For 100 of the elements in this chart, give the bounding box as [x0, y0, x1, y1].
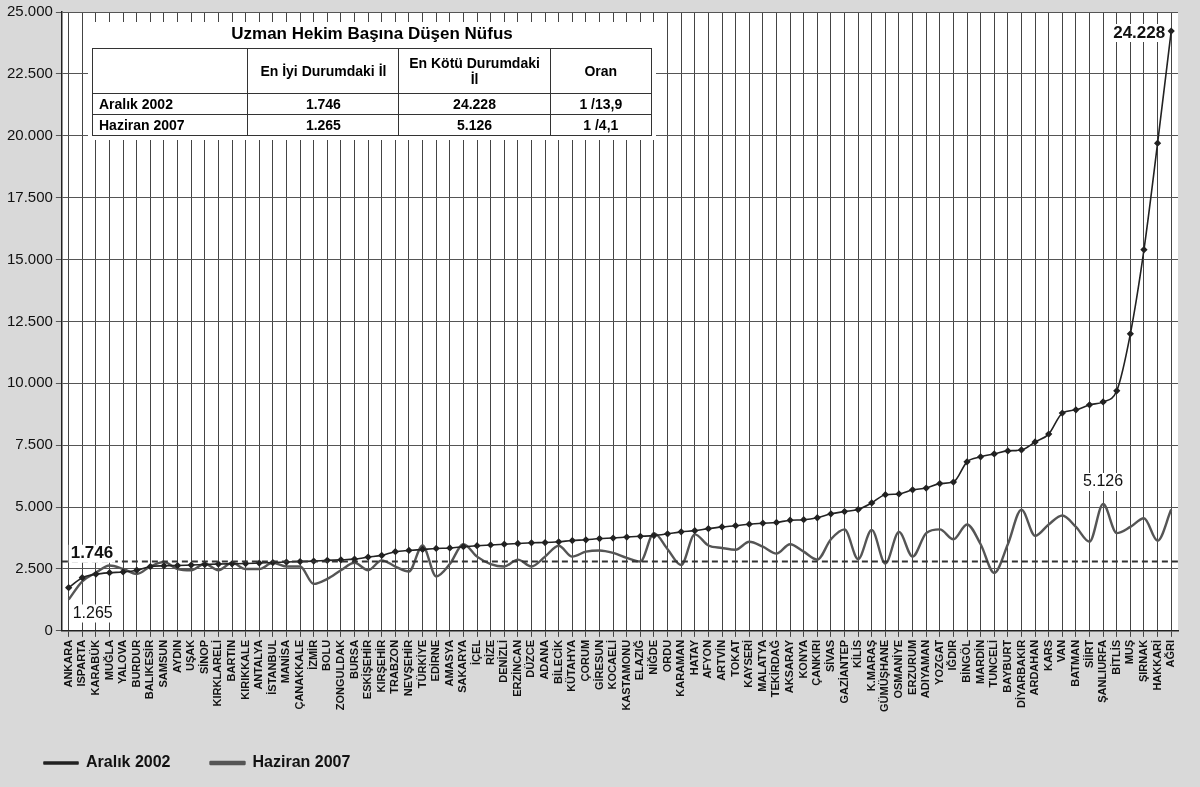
x-tick-label: YOZGAT: [932, 639, 945, 685]
annotation: Haziran 2007: [92, 114, 248, 136]
x-tick-label: MALATYA: [755, 639, 768, 692]
data-label: 1.265: [72, 603, 113, 621]
x-tick-label: ADANA: [538, 639, 551, 680]
annotation: 5.126: [398, 114, 551, 136]
y-tick-label: 12.500: [6, 311, 53, 329]
x-tick-label: NEVŞEHİR: [402, 639, 414, 697]
x-tick-label: BİNGÖL: [960, 639, 973, 683]
x-tick-label: GAZİANTEP: [837, 639, 850, 704]
x-tick-label: KIRKLARELİ: [211, 639, 224, 707]
x-tick-label: ISPARTA: [75, 639, 88, 687]
x-tick-label: GİRESUN: [592, 639, 605, 691]
x-tick-label: GÜMÜŞHANE: [878, 639, 891, 713]
x-tick-label: BATMAN: [1068, 639, 1081, 687]
x-tick-label: ORDU: [660, 639, 673, 673]
data-label: 5.126: [1083, 472, 1124, 490]
x-tick-label: BARTIN: [225, 639, 238, 682]
x-tick-label: DÜZCE: [524, 639, 537, 678]
x-tick-label: SİVAS: [823, 639, 836, 673]
x-tick-label: AMASYA: [442, 639, 455, 687]
y-tick-label: 20.000: [6, 125, 53, 143]
x-tick-label: DİYARBAKIR: [1014, 639, 1027, 708]
x-tick-label: AĞRI: [1164, 639, 1177, 668]
x-tick-label: VAN: [1055, 639, 1068, 663]
y-tick-label: 15.000: [6, 249, 53, 267]
x-tick-label: SİNOP: [197, 639, 210, 675]
x-tick-label: NİĞDE: [647, 639, 659, 675]
x-tick-label: ANTALYA: [252, 639, 265, 690]
x-tick-label: RİZE: [483, 639, 496, 665]
annotation: 24.228: [398, 93, 551, 115]
x-tick-label: ERZURUM: [905, 639, 918, 695]
x-tick-label: BALIKESİR: [143, 639, 156, 700]
x-tick-label: ADIYAMAN: [919, 639, 932, 699]
x-tick-label: KAYSERİ: [742, 639, 755, 688]
x-tick-label: KARAMAN: [674, 639, 687, 697]
x-tick-label: MARDİN: [973, 639, 986, 684]
x-tick-label: TRABZON: [388, 639, 401, 694]
x-tick-label: İSTANBUL: [265, 639, 278, 695]
x-tick-label: ESKİŞEHİR: [361, 639, 374, 700]
y-tick-label: 17.500: [6, 187, 53, 205]
data-label: 1.746: [70, 543, 114, 563]
x-tick-label: ERZİNCAN: [510, 639, 523, 697]
y-tick-label: 0: [44, 621, 53, 639]
x-tick-label: KONYA: [796, 639, 809, 679]
x-tick-label: HATAY: [687, 639, 700, 676]
x-tick-label: MUĞLA: [102, 639, 115, 681]
x-tick-label: KASTAMONU: [619, 639, 632, 711]
x-tick-label: KIRŞEHİR: [374, 639, 387, 693]
x-tick-label: SİİRT: [1082, 639, 1095, 669]
annotation: En Kötü Durumdaki İl: [398, 48, 551, 94]
x-tick-label: DENİZLİ: [497, 639, 510, 683]
x-tick-label: KIRIKKALE: [238, 639, 251, 700]
annotation: Aralık 2002: [92, 93, 248, 115]
x-tick-label: K.MARAŞ: [864, 639, 877, 692]
annotation: 1 /4,1: [550, 114, 652, 136]
x-tick-label: MUŞ: [1123, 639, 1136, 665]
y-tick-label: 2.500: [15, 559, 53, 577]
x-tick-label: ŞIRNAK: [1137, 639, 1149, 683]
x-tick-label: AFYON: [701, 639, 714, 679]
x-tick-label: HAKKARİ: [1150, 639, 1163, 691]
x-tick-label: İÇEL: [470, 639, 483, 665]
x-tick-label: ZONGULDAK: [333, 639, 346, 711]
x-tick-label: IĞDIR: [946, 639, 959, 671]
x-tick-label: KARS: [1041, 639, 1054, 672]
x-tick-label: BOLU: [320, 639, 333, 672]
x-tick-label: KÜTAHYA: [565, 639, 578, 692]
x-tick-label: OSMANİYE: [892, 639, 904, 699]
x-tick-label: ÇORUM: [578, 639, 591, 682]
annotation: 1 /13,9: [550, 93, 652, 115]
x-tick-label: BİLECİK: [551, 639, 564, 684]
x-tick-label: UŞAK: [184, 639, 197, 672]
x-tick-label: KARABÜK: [88, 639, 101, 696]
x-tick-label: KOCAELİ: [606, 639, 619, 690]
x-tick-label: KİLİS: [851, 639, 864, 669]
annotation: 1.265: [247, 114, 399, 136]
x-tick-label: BAYBURT: [1000, 639, 1013, 693]
text: Uzman Hekim Başına Düşen Nüfus: [230, 24, 514, 44]
x-tick-label: BİTLİS: [1109, 639, 1122, 675]
x-tick-label: ELAZIĞ: [633, 639, 646, 681]
y-tick-label: 5.000: [15, 497, 53, 515]
x-tick-label: AKSARAY: [783, 639, 796, 694]
annotation: Oran: [550, 48, 652, 94]
x-tick-label: ANKARA: [61, 639, 74, 688]
x-tick-label: EDİRNE: [429, 639, 442, 682]
x-tick-label: YALOVA: [116, 639, 129, 684]
x-tick-label: İZMİR: [306, 639, 319, 670]
x-tick-label: TOKAT: [728, 639, 741, 677]
x-tick-label: SAKARYA: [456, 639, 469, 693]
annotation: En İyi Durumdaki İl: [247, 48, 399, 94]
x-tick-label: AYDIN: [170, 639, 183, 674]
x-tick-label: TÜRKİYE: [415, 639, 428, 689]
x-tick-label: ŞANLIURFA: [1096, 639, 1109, 703]
y-tick-label: 7.500: [15, 435, 53, 453]
data-label: 24.228: [1113, 22, 1166, 42]
x-tick-label: TUNCELİ: [987, 639, 1000, 688]
y-tick-label: 22.500: [6, 64, 53, 82]
x-tick-label: ARTVİN: [715, 639, 728, 681]
x-tick-label: MANİSA: [279, 639, 292, 684]
y-tick-label: 25.000: [6, 2, 53, 20]
